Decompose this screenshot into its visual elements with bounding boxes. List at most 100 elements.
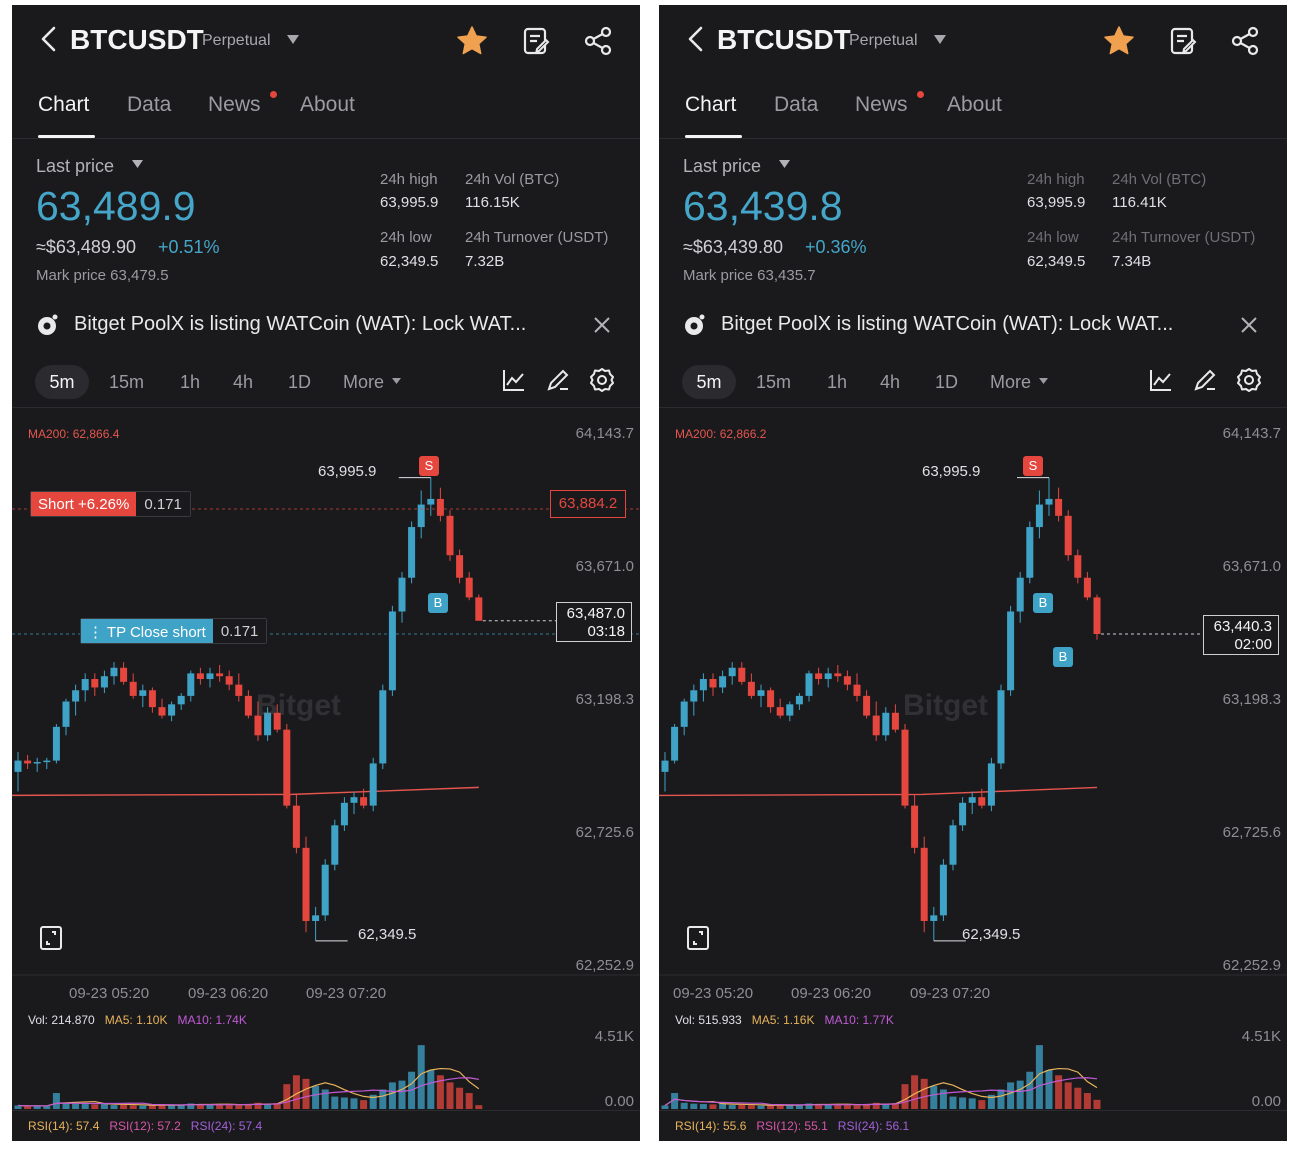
share-icon[interactable] xyxy=(582,25,614,57)
pair-dropdown-icon[interactable] xyxy=(287,35,299,45)
candle-body xyxy=(834,673,842,677)
last-price-label[interactable]: Last price xyxy=(36,156,115,176)
last-price-label[interactable]: Last price xyxy=(683,156,762,176)
pair-dropdown-icon[interactable] xyxy=(934,35,946,45)
close-icon[interactable] xyxy=(1239,315,1259,335)
tab-news[interactable]: News xyxy=(208,93,261,116)
settings-gear-icon[interactable] xyxy=(588,366,616,394)
tab-news[interactable]: News xyxy=(855,93,908,116)
indicator-icon[interactable] xyxy=(500,366,528,394)
more-dropdown-icon[interactable] xyxy=(392,378,401,385)
interval-1d[interactable]: 1D xyxy=(288,372,312,392)
interval-1h[interactable]: 1h xyxy=(180,372,201,392)
interval-more[interactable]: More xyxy=(990,372,1032,392)
volume-bar xyxy=(786,1105,794,1109)
volume-bar xyxy=(398,1080,406,1109)
y-axis-label: 64,143.7 xyxy=(1222,425,1281,442)
tp-close-short-tag[interactable]: ⋮ TP Close short 0.171 xyxy=(80,618,268,644)
volume-bar xyxy=(709,1104,717,1109)
interval-more[interactable]: More xyxy=(343,372,385,392)
usd-price: ≈$63,439.80 xyxy=(683,237,783,257)
price-change: +0.36% xyxy=(805,237,867,257)
announcement-banner[interactable]: Bitget PoolX is listing WATCoin (WAT): L… xyxy=(721,313,1174,335)
tab-about[interactable]: About xyxy=(947,93,1002,116)
candlestick-chart[interactable] xyxy=(12,408,640,1008)
interval-1h[interactable]: 1h xyxy=(827,372,848,392)
ma10-value: MA10: 1.77K xyxy=(824,1013,894,1027)
candle-body xyxy=(81,679,89,691)
interval-1d[interactable]: 1D xyxy=(935,372,959,392)
fullscreen-icon[interactable] xyxy=(40,926,62,950)
chart-area[interactable]: MA200: 62,866.2 64,143.7 63,671.0 63,198… xyxy=(659,407,1287,1007)
draw-tool-icon[interactable] xyxy=(1191,366,1219,394)
candle-body xyxy=(853,684,861,696)
indicator-icon[interactable] xyxy=(1147,366,1175,394)
favorite-star-icon[interactable] xyxy=(1103,25,1135,57)
candle-body xyxy=(1016,577,1024,612)
candlestick-chart[interactable] xyxy=(659,408,1287,1008)
volume-chart[interactable] xyxy=(12,1025,572,1110)
back-arrow-icon[interactable] xyxy=(38,25,60,53)
volume-chart[interactable] xyxy=(659,1025,1219,1110)
x-axis-label: 09-23 05:20 xyxy=(69,985,150,1002)
settings-gear-icon[interactable] xyxy=(1235,366,1263,394)
draw-tool-icon[interactable] xyxy=(544,366,572,394)
candle-body xyxy=(350,797,358,803)
back-arrow-icon[interactable] xyxy=(685,25,707,53)
volume-bar xyxy=(939,1089,947,1109)
interval-15m[interactable]: 15m xyxy=(756,372,792,392)
y-axis-label: 62,252.9 xyxy=(1222,957,1281,974)
announcement-banner[interactable]: Bitget PoolX is listing WATCoin (WAT): L… xyxy=(74,313,527,335)
ma200-line xyxy=(659,786,1098,797)
pair-title[interactable]: BTCUSDT xyxy=(70,24,204,55)
rsi-readout: RSI(14): 55.6 RSI(12): 55.1 RSI(24): 56.… xyxy=(675,1119,909,1133)
volume-bar xyxy=(235,1105,243,1109)
high-label: 24h high xyxy=(1027,171,1085,188)
tab-about[interactable]: About xyxy=(300,93,355,116)
last-price-dropdown-icon[interactable] xyxy=(132,160,143,169)
volume-bar xyxy=(1083,1093,1091,1109)
low-marker-label: 62,349.5 xyxy=(358,926,417,943)
tab-data[interactable]: Data xyxy=(127,93,172,116)
mark-price: Mark price 63,479.5 xyxy=(36,267,169,284)
notes-icon[interactable] xyxy=(520,25,552,57)
tab-chart[interactable]: Chart xyxy=(38,93,90,116)
candle-body xyxy=(911,805,919,848)
volume-bar xyxy=(930,1085,938,1109)
candle-body xyxy=(340,802,348,826)
volume-bar xyxy=(767,1105,775,1109)
share-icon[interactable] xyxy=(1229,25,1261,57)
volume-max-label: 4.51K xyxy=(594,1028,634,1045)
candle-body xyxy=(254,715,262,736)
fullscreen-icon[interactable] xyxy=(687,926,709,950)
notes-icon[interactable] xyxy=(1167,25,1199,57)
ma10-value: MA10: 1.74K xyxy=(177,1013,247,1027)
candle-body xyxy=(235,684,243,696)
interval-15m[interactable]: 15m xyxy=(109,372,145,392)
interval-5m[interactable]: 5m xyxy=(682,365,736,399)
pair-title[interactable]: BTCUSDT xyxy=(717,24,851,55)
last-price-dropdown-icon[interactable] xyxy=(779,160,790,169)
volume-bar xyxy=(738,1104,746,1109)
candle-body xyxy=(24,760,32,764)
current-price-value: 63,440.3 xyxy=(1213,618,1272,635)
rsi14-value: RSI(14): 55.6 xyxy=(675,1119,747,1133)
interval-4h[interactable]: 4h xyxy=(233,372,254,392)
candle-body xyxy=(379,690,387,764)
chart-area[interactable]: MA200: 62,866.4 64,143.7 63,671.0 63,198… xyxy=(12,407,640,1007)
tab-data[interactable]: Data xyxy=(774,93,819,116)
volume-bar xyxy=(302,1078,310,1109)
y-axis-label: 62,725.6 xyxy=(1222,824,1281,841)
interval-5m[interactable]: 5m xyxy=(35,365,89,399)
interval-4h[interactable]: 4h xyxy=(880,372,901,392)
more-dropdown-icon[interactable] xyxy=(1039,378,1048,385)
favorite-star-icon[interactable] xyxy=(456,25,488,57)
turnover-value: 7.32B xyxy=(465,253,505,270)
volume-bar xyxy=(340,1097,348,1109)
chart-divider xyxy=(659,1110,1287,1111)
close-icon[interactable] xyxy=(592,315,612,335)
active-tab-indicator xyxy=(685,135,742,138)
tab-chart[interactable]: Chart xyxy=(685,93,737,116)
short-position-tag[interactable]: Short +6.26% 0.171 xyxy=(30,491,191,517)
volume-min-label: 0.00 xyxy=(604,1093,634,1110)
